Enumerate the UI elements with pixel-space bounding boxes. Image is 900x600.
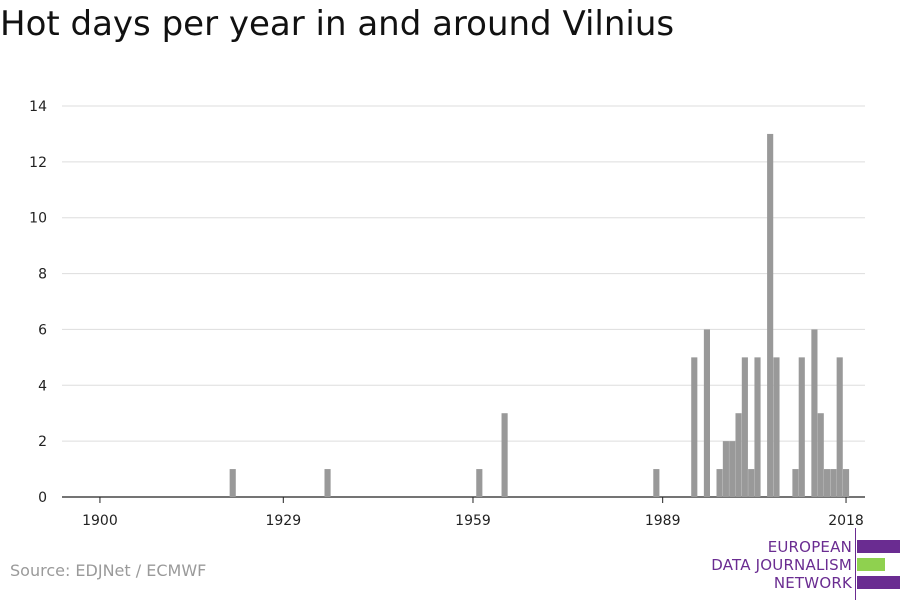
y-tick-label: 4: [38, 378, 47, 394]
x-tick-label: 1989: [645, 513, 681, 529]
bar: [817, 413, 824, 497]
chart-title: Hot days per year in and around Vilnius: [0, 4, 675, 44]
bar: [729, 441, 736, 497]
grid-lines: [62, 105, 865, 498]
logo-line-1: EUROPEAN: [767, 538, 852, 556]
bar: [792, 469, 799, 497]
bar: [324, 469, 331, 497]
bar: [703, 329, 710, 497]
logo-bar-purple-bottom: [857, 576, 900, 589]
bar: [716, 469, 723, 497]
bar: [754, 357, 761, 497]
bar: [229, 469, 236, 497]
x-axis-ticks: 1900 1929 1959 1989 2018: [82, 497, 864, 529]
bar: [842, 469, 850, 497]
bar: [476, 469, 483, 497]
y-tick-label: 2: [38, 434, 47, 450]
bar: [722, 441, 729, 497]
x-tick-label: 2018: [828, 513, 864, 529]
bar: [741, 357, 748, 497]
bar: [735, 413, 742, 497]
bar: [798, 357, 805, 497]
y-tick-label: 14: [29, 99, 47, 115]
logo-line-3: NETWORK: [773, 574, 852, 592]
logo-bar-green: [857, 558, 885, 571]
y-tick-label: 6: [38, 322, 47, 338]
bar: [830, 469, 837, 497]
source-note: Source: EDJNet / ECMWF: [10, 561, 207, 580]
y-axis-ticks: 0 2 4 6 8 10 12 14: [29, 99, 47, 506]
logo-line-2: DATA JOURNALISM: [711, 556, 852, 574]
bar: [836, 357, 843, 497]
y-tick-label: 12: [29, 155, 47, 171]
bar: [767, 133, 774, 497]
x-tick-label: 1929: [265, 513, 301, 529]
y-tick-label: 8: [38, 267, 47, 283]
bar: [823, 469, 831, 497]
bar: [773, 357, 780, 497]
logo-bar-purple-top: [857, 540, 900, 553]
logo-divider: [855, 528, 856, 600]
bar: [691, 357, 698, 497]
bar: [653, 469, 660, 497]
bar: [748, 469, 755, 497]
x-tick-label: 1900: [82, 513, 118, 529]
x-tick-label: 1959: [455, 513, 491, 529]
bar: [811, 329, 818, 497]
y-tick-label: 10: [29, 211, 47, 227]
y-tick-label: 0: [38, 490, 47, 506]
bars: [229, 133, 850, 497]
bar: [501, 413, 508, 497]
edjnet-logo: EUROPEAN DATA JOURNALISM NETWORK: [700, 528, 900, 600]
